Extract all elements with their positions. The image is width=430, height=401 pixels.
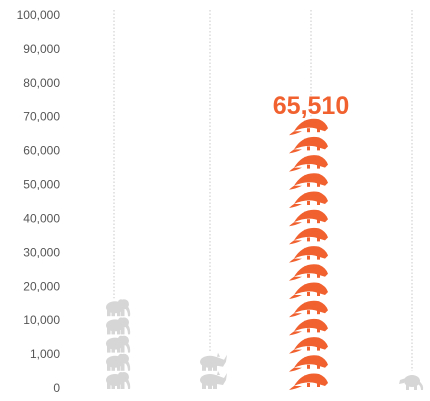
pangolin-icon <box>289 173 328 190</box>
pictogram-icons <box>106 118 424 390</box>
y-tick-label: 50,000 <box>23 178 60 192</box>
y-tick-label: 70,000 <box>23 110 60 124</box>
elephant-icon <box>106 335 131 353</box>
pangolin-icon <box>289 282 328 299</box>
pangolin-icon <box>289 227 328 245</box>
y-axis: 0 1,000 10,000 20,000 30,000 40,000 50,000 60,0… <box>17 8 61 395</box>
y-tick-label: 10,000 <box>23 313 60 327</box>
pangolin-icon <box>289 318 328 336</box>
pangolin-icon <box>289 337 328 354</box>
y-tick-label: 20,000 <box>23 279 60 293</box>
elephant-icon <box>106 372 131 389</box>
y-tick-label: 0 <box>53 381 60 395</box>
elephant-icon <box>106 317 131 335</box>
rhino-icon <box>200 352 227 371</box>
value-labels: 65,510 <box>273 92 349 120</box>
small-mammal-icon <box>399 375 424 390</box>
pangolin-icon <box>289 118 328 136</box>
column-guides <box>113 10 413 371</box>
y-tick-label: 80,000 <box>23 76 60 90</box>
y-tick-label: 100,000 <box>17 8 61 22</box>
elephant-icon <box>106 299 131 317</box>
pangolin-icon <box>289 136 328 154</box>
pangolin-icon <box>289 246 328 263</box>
pangolin-icon <box>289 264 328 281</box>
pangolin-icon <box>289 300 328 318</box>
y-tick-label: 40,000 <box>23 211 60 225</box>
rhino-icon <box>200 371 227 389</box>
pangolin-icon <box>289 355 328 372</box>
pangolin-icon <box>289 191 328 208</box>
y-tick-label: 60,000 <box>23 144 60 158</box>
pangolin-icon <box>289 155 328 172</box>
y-tick-label: 30,000 <box>23 245 60 259</box>
value-label: 65,510 <box>273 92 349 120</box>
elephant-icon <box>106 353 131 371</box>
y-tick-label: 1,000 <box>30 347 60 361</box>
y-tick-label: 90,000 <box>23 42 60 56</box>
pangolin-icon <box>289 373 328 390</box>
pangolin-icon <box>289 209 328 227</box>
